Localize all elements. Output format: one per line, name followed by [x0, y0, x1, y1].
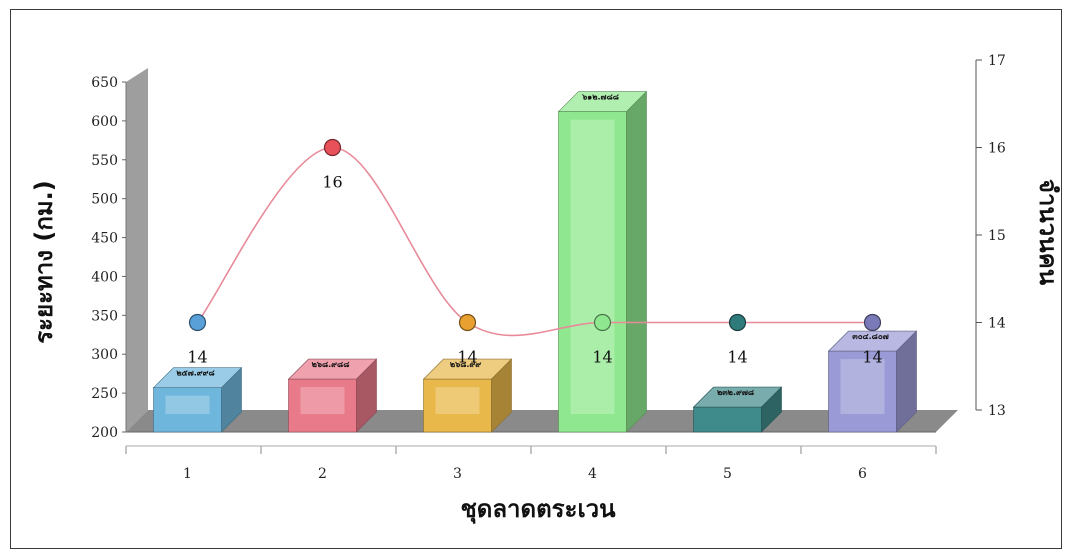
bar-value-label: ๒๖๘.๙๙ [450, 360, 481, 369]
y-tick-label: 650 [91, 75, 118, 91]
line-point [458, 313, 477, 332]
line-point-label: 14 [457, 348, 477, 367]
x-tick-label: 3 [453, 466, 462, 482]
bar-highlight [165, 395, 210, 414]
line-series: 14 16 14 14 14 14 [187, 138, 883, 367]
x-tick-label: 2 [318, 466, 327, 482]
y-tick-label: 450 [91, 231, 118, 247]
y2-tick-label: 13 [988, 403, 1006, 419]
line-point [728, 313, 747, 332]
x-axis-ticks: 1 2 3 4 5 6 [125, 445, 937, 482]
line-point-label: 16 [322, 173, 342, 192]
bar-highlight [300, 387, 345, 414]
bar-side [626, 90, 647, 433]
bar-side [761, 386, 782, 433]
bar-highlight [570, 119, 615, 415]
line-point-label: 14 [187, 348, 207, 367]
bar-front [693, 406, 762, 433]
bar: ๒๖๘.๙๙ [422, 358, 513, 433]
x-axis-title: ชุดลาดตระเวน [460, 495, 616, 525]
y-tick-label: 300 [91, 347, 118, 363]
bar-side [896, 330, 917, 433]
bar-value-label: ๓๐๔.๘๐๗ [852, 332, 889, 341]
y2-tick-label: 16 [988, 141, 1006, 157]
bar-highlight [840, 359, 885, 414]
y2-tick-label: 15 [988, 228, 1006, 244]
bar-value-label: ๒๓๒.๙๗๘ [717, 388, 754, 397]
bar: ๓๐๔.๘๐๗ [827, 330, 918, 433]
bar: ๖๑๒.๗๘๘ [557, 90, 648, 433]
bar-value-label: ๒๖๘.๙๘๘ [312, 360, 350, 369]
y-tick-label: 350 [91, 308, 118, 324]
y2-axis-title: จำนวนคน [1034, 179, 1062, 286]
bar-side [356, 358, 377, 433]
bar-highlight [435, 387, 480, 414]
bar: ๒๓๒.๙๗๘ [692, 386, 783, 433]
y-tick-label: 400 [91, 269, 118, 285]
line-point [323, 138, 342, 157]
y2-tick-label: 17 [988, 53, 1006, 69]
line-point [863, 313, 882, 332]
line-point-label: 14 [727, 348, 747, 367]
x-tick-label: 6 [858, 466, 867, 482]
y-tick-label: 550 [91, 153, 118, 169]
bar: ๒๕๗.๙๙๘ [152, 366, 243, 433]
line-point [593, 313, 612, 332]
line-point [188, 313, 207, 332]
line-point-label: 14 [592, 348, 612, 367]
y-tick-label: 200 [91, 425, 118, 441]
x-tick-label: 5 [723, 466, 732, 482]
bar-value-label: ๖๑๒.๗๘๘ [581, 93, 619, 102]
y-tick-label: 600 [91, 114, 118, 130]
bar-side [491, 358, 512, 433]
y-tick-label: 500 [91, 192, 118, 208]
left-wall [126, 68, 148, 432]
y-tick-label: 250 [91, 386, 118, 402]
y-axis-title: ระยะทาง (กม.) [30, 180, 58, 344]
line-point-label: 14 [862, 348, 882, 367]
y-axis-ticks: 200 250 300 350 400 450 500 550 600 650 [91, 75, 126, 441]
y2-axis-ticks: 13 14 15 16 17 [976, 53, 1006, 419]
bar: ๒๖๘.๙๘๘ [287, 358, 378, 433]
x-tick-label: 4 [588, 466, 597, 482]
bar-side [221, 366, 242, 433]
x-tick-label: 1 [183, 466, 192, 482]
series-line [196, 146, 873, 337]
y2-tick-label: 14 [988, 316, 1006, 332]
bar-value-label: ๒๕๗.๙๙๘ [176, 369, 214, 378]
